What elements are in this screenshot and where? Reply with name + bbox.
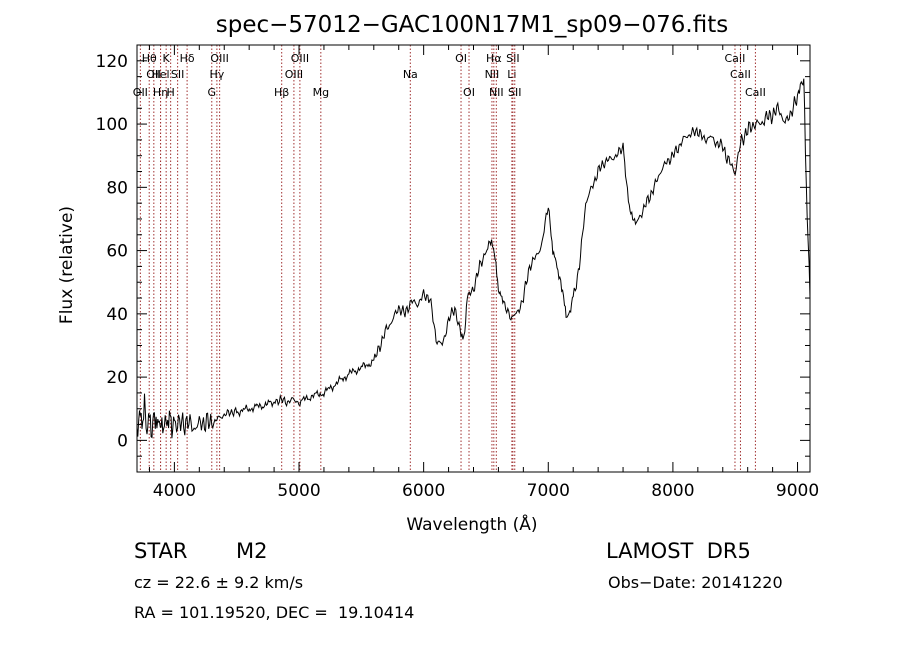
y-axis-label: Flux (relative) — [57, 206, 77, 324]
x-tick-label: 4000 — [153, 481, 196, 501]
x-tick-label: 6000 — [402, 481, 445, 501]
line-marker-label: OIII — [285, 68, 303, 81]
y-tick-label: 0 — [117, 431, 128, 451]
x-tick-label: 5000 — [277, 481, 320, 501]
plot-frame — [136, 44, 811, 473]
line-marker-label: NII — [485, 68, 500, 81]
line-marker-label: Hγ — [209, 68, 224, 81]
emission-line-markers: OIIHθOIIHelHηKHSIIHδGHγOIIIHβOIIIOIIIMgN… — [133, 45, 766, 472]
line-marker-label: CaII — [725, 52, 746, 65]
y-tick-label: 80 — [106, 178, 128, 198]
line-marker-label: OII — [146, 68, 161, 81]
line-marker-label: Mg — [313, 86, 329, 99]
obs-date: Obs−Date: 20141220 — [608, 573, 783, 592]
object-class: STAR — [134, 539, 188, 563]
line-marker-label: SII — [506, 52, 519, 65]
line-marker-label: G — [208, 86, 217, 99]
axis-ticks: 4000 5000 6000 7000 8000 9000 0 20 40 60 80 100 120 — [96, 45, 819, 501]
y-tick-label: 120 — [96, 52, 128, 72]
y-tick-label: 20 — [106, 368, 128, 388]
line-marker-label: CaII — [745, 86, 766, 99]
line-marker-label: H — [167, 86, 175, 99]
redshift-readout: cz = 22.6 ± 9.2 km/s — [134, 573, 304, 592]
line-marker-label: Li — [507, 68, 516, 81]
x-tick-label: 9000 — [776, 481, 819, 501]
line-marker-label: SII — [508, 86, 521, 99]
line-marker-label: Hδ — [180, 52, 195, 65]
coordinates-readout: RA = 101.19520, DEC = 19.10414 — [134, 603, 415, 622]
line-marker-label: SII — [171, 68, 184, 81]
line-marker-label: Hα — [486, 52, 502, 65]
object-subclass: M2 — [236, 539, 268, 563]
x-tick-label: 7000 — [527, 481, 570, 501]
line-marker-label: CaII — [730, 68, 751, 81]
survey-name: LAMOST DR5 — [606, 539, 751, 563]
x-tick-label: 8000 — [651, 481, 694, 501]
line-marker-label: OI — [455, 52, 467, 65]
line-marker-label: OIII — [210, 52, 228, 65]
y-tick-label: 40 — [106, 305, 128, 325]
line-marker-label: Hβ — [274, 86, 289, 99]
line-marker-label: K — [163, 52, 171, 65]
chart-title: spec−57012−GAC100N17M1_sp09−076.fits — [216, 12, 728, 38]
line-marker-label: OIII — [291, 52, 309, 65]
x-axis-label: Wavelength (Å) — [406, 513, 537, 535]
line-marker-label: Na — [403, 68, 418, 81]
line-marker-label: Hθ — [142, 52, 157, 65]
y-tick-label: 60 — [106, 242, 128, 262]
line-marker-label: NII — [489, 86, 504, 99]
y-tick-label: 100 — [96, 115, 128, 135]
spectrum-line — [136, 78, 811, 439]
line-marker-label: OI — [463, 86, 475, 99]
line-marker-label: Hη — [153, 86, 168, 99]
